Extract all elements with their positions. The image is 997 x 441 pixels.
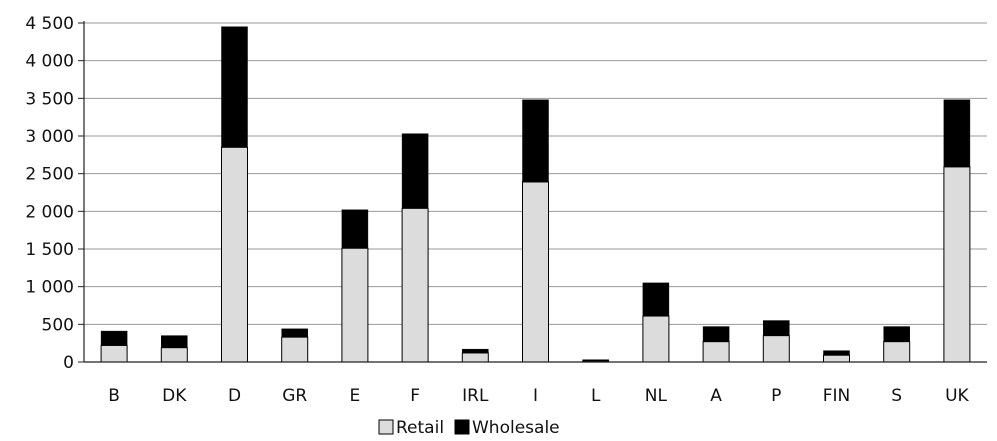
bar-wholesale-i <box>522 99 549 183</box>
bar-retail-fin <box>823 354 850 363</box>
legend-label-retail: Retail <box>396 418 444 438</box>
bar-retail-s <box>883 341 911 363</box>
x-tick-label: F <box>410 386 420 406</box>
x-tick-label: UK <box>945 386 969 406</box>
bar-retail-a <box>702 341 730 363</box>
x-tick-label: DK <box>162 386 187 406</box>
bar-wholesale-p <box>763 320 790 336</box>
y-tick-label: 3 500 <box>25 89 74 109</box>
x-tick-label: E <box>350 386 361 406</box>
y-tick-label: 4 000 <box>25 52 74 72</box>
bar-retail-gr <box>281 336 309 363</box>
x-tick-label: I <box>533 386 538 406</box>
x-tick-label: NL <box>645 386 668 406</box>
y-tick-label: 2 500 <box>25 165 74 185</box>
bar-retail-b <box>100 344 128 363</box>
x-tick-labels: B DK D GR E F IRL I L NL A P FIN S UK <box>108 386 969 406</box>
legend: Retail Wholesale <box>378 418 560 438</box>
bar-wholesale-b <box>100 330 128 346</box>
bar-retail-dk <box>160 347 188 363</box>
legend-swatch-retail <box>378 419 394 435</box>
bar-wholesale-e <box>341 209 369 249</box>
bar-retail-nl <box>642 315 670 363</box>
x-tick-label: B <box>108 386 120 406</box>
y-tick-labels: 0 500 1 000 1 500 2 000 2 500 3 000 3 500 4 000 4… <box>25 14 74 373</box>
x-tick-label: D <box>228 386 241 406</box>
y-tick-label: 2 000 <box>25 202 74 222</box>
x-tick-label: FIN <box>823 386 851 406</box>
bar-wholesale-gr <box>281 328 308 338</box>
bar-wholesale-a <box>702 326 730 342</box>
legend-label-wholesale: Wholesale <box>472 418 560 438</box>
y-tick-label: 500 <box>42 315 74 335</box>
y-tick-label: 1 000 <box>25 278 74 298</box>
bar-retail-e <box>341 247 369 363</box>
bar-wholesale-irl <box>462 348 489 354</box>
y-tick-label: 0 <box>63 353 74 373</box>
bar-retail-i <box>522 181 549 363</box>
x-tick-label: A <box>710 386 722 406</box>
bar-wholesale-nl <box>642 282 670 317</box>
bars <box>100 26 971 363</box>
x-tick-label: IRL <box>462 386 489 406</box>
bar-wholesale-s <box>883 326 910 342</box>
x-tick-label: GR <box>282 386 307 406</box>
bar-wholesale-f <box>401 133 429 209</box>
bar-retail-d <box>221 146 248 363</box>
bar-wholesale-l <box>582 359 609 362</box>
y-tick-label: 1 500 <box>25 240 74 260</box>
bar-retail-uk <box>943 166 971 363</box>
bar-retail-f <box>401 207 429 363</box>
x-tick-label: L <box>591 386 601 406</box>
bar-wholesale-dk <box>161 335 188 348</box>
bar-wholesale-fin <box>823 350 850 356</box>
axes <box>78 21 987 363</box>
y-tick-label: 3 000 <box>25 127 74 147</box>
y-tick-label: 4 500 <box>25 14 74 34</box>
x-tick-label: S <box>891 386 902 406</box>
bar-wholesale-d <box>221 26 248 148</box>
x-tick-label: P <box>771 386 781 406</box>
bar-retail-irl <box>461 352 489 363</box>
bar-retail-p <box>762 335 790 363</box>
bar-wholesale-uk <box>943 99 971 168</box>
legend-swatch-wholesale <box>454 419 470 435</box>
